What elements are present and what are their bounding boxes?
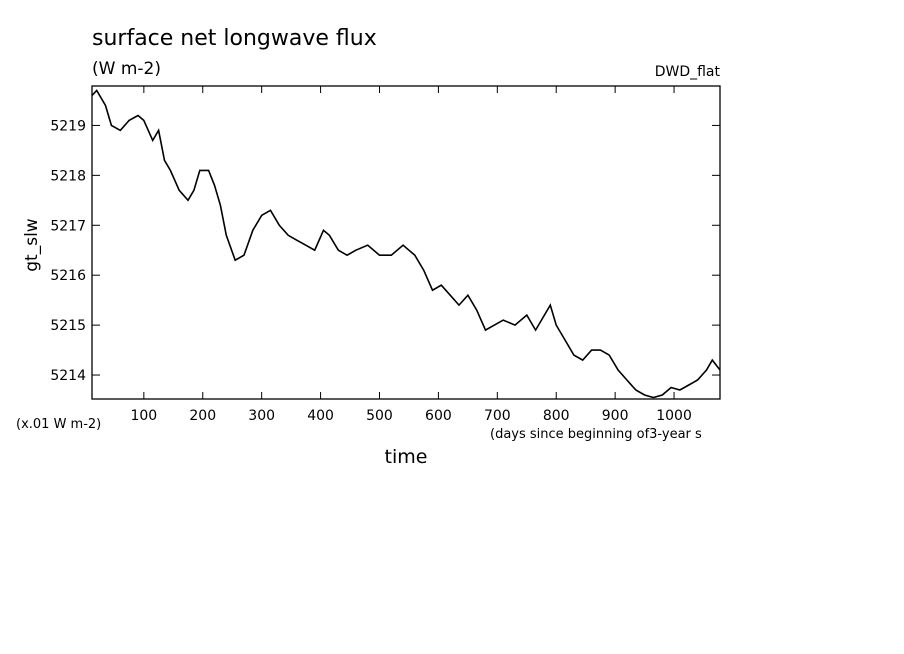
y-scale-note: (x.01 W m-2) (16, 417, 101, 432)
chart-title: surface net longwave flux (92, 26, 377, 51)
model-label: DWD_flat (655, 64, 721, 80)
y-tick-label: 5217 (50, 218, 86, 234)
x-tick-label: 300 (248, 408, 275, 424)
y-axis: 5214 5215 5216 5217 5218 5219 (50, 118, 720, 384)
x-tick-label: 600 (425, 408, 452, 424)
x-tick-label: 100 (130, 408, 157, 424)
x-tick-label: 800 (543, 408, 570, 424)
y-tick-label: 5214 (50, 368, 86, 384)
x-tick-label: 1000 (656, 408, 692, 424)
series-line (91, 89, 721, 399)
x-tick-label: 500 (366, 408, 393, 424)
y-tick-label: 5218 (50, 168, 86, 184)
y-axis-label: gt_slw (22, 218, 42, 272)
x-tick-label: 200 (189, 408, 216, 424)
y-tick-label: 5215 (50, 318, 86, 334)
y-tick-label: 5219 (50, 118, 86, 134)
y-tick-label: 5216 (50, 268, 86, 284)
plot-frame (91, 85, 721, 400)
x-axis-label: time (385, 446, 428, 468)
x-tick-label: 900 (602, 408, 629, 424)
x-tick-label: 400 (307, 408, 334, 424)
x-units-note: (days since beginning of3-year s (490, 427, 702, 442)
x-tick-label: 700 (484, 408, 511, 424)
chart-units: (W m-2) (92, 59, 161, 79)
x-axis: 100 200 300 400 500 600 700 800 900 1000 (130, 86, 692, 424)
